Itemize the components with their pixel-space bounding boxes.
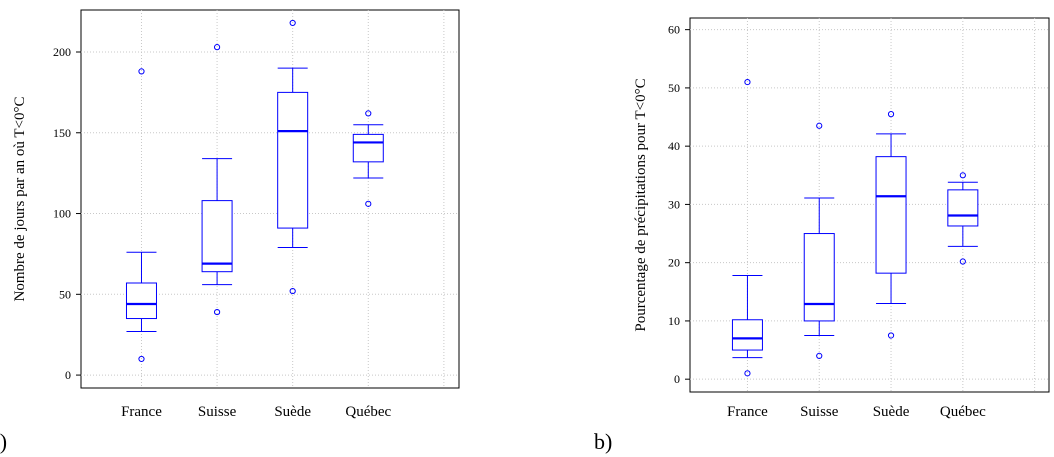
outlier-point (744, 78, 751, 86)
box-suède (875, 111, 907, 339)
panel-b-boxes (731, 78, 979, 377)
y-tick-label: 30 (668, 197, 680, 211)
outlier-point (816, 122, 823, 129)
panel-a-boxes (125, 19, 384, 363)
panel-b-chart: 0 10 20 30 40 50 60 France Suisse Suède Québec Po… (594, 17, 1050, 454)
panel-b-category-labels: France Suisse Suède Québec (727, 404, 986, 420)
y-tick-label: 0 (674, 372, 680, 386)
category-label: France (727, 404, 768, 420)
y-tick-label: 150 (53, 126, 71, 140)
outlier-point (887, 111, 895, 118)
y-tick-label: 60 (668, 23, 680, 37)
outlier-point (289, 19, 296, 27)
outlier-point (138, 355, 145, 363)
y-tick-label: 20 (668, 256, 680, 270)
box-france (125, 68, 157, 363)
outlier-point (138, 68, 145, 75)
box-body (125, 282, 157, 320)
category-label: France (121, 404, 162, 420)
category-label: Suisse (800, 404, 839, 420)
box-suisse (201, 44, 233, 316)
box-suède (277, 19, 309, 295)
box-france (731, 78, 763, 377)
outlier-point (365, 110, 372, 117)
box-body (731, 319, 763, 351)
panel-b-letter: b) (594, 429, 612, 454)
panel-a-chart: 0 50 100 150 200 France Suisse Suède Québec Nom… (0, 9, 460, 454)
panel-a-y-ticks: 0 50 100 150 200 (53, 45, 81, 382)
category-label: Suisse (198, 404, 237, 420)
outlier-point (289, 287, 296, 295)
panel-b-y-axis-title: Pourcentage de précipitations pour T<0°C (633, 78, 649, 331)
box-suisse (803, 122, 835, 359)
panel-a-y-axis-title: Nombre de jours par an où T<0°C (12, 97, 28, 302)
outlier-point (744, 370, 751, 377)
y-tick-label: 10 (668, 314, 680, 328)
outlier-point (213, 308, 221, 316)
y-tick-label: 100 (53, 207, 71, 221)
y-tick-label: 40 (668, 139, 680, 153)
panel-b-y-ticks: 0 10 20 30 40 50 60 (668, 23, 690, 386)
box-body (352, 133, 384, 163)
category-label: Suède (274, 404, 311, 420)
category-label: Suède (873, 404, 910, 420)
category-label: Québec (345, 404, 391, 420)
panel-a-letter: a) (0, 429, 7, 454)
panel-a-plot-area (80, 9, 460, 389)
outlier-point (365, 200, 372, 207)
box-body (201, 200, 233, 273)
box-québec (947, 172, 979, 265)
outlier-point (887, 332, 895, 339)
panel-b-plot-area (689, 17, 1050, 393)
box-body (947, 189, 979, 227)
panel-a-category-labels: France Suisse Suède Québec (121, 404, 391, 420)
box-body (875, 156, 907, 274)
y-tick-label: 200 (53, 45, 71, 59)
y-tick-label: 50 (59, 287, 71, 301)
y-tick-label: 50 (668, 81, 680, 95)
box-québec (352, 110, 384, 207)
box-body (803, 233, 835, 322)
outlier-point (816, 352, 823, 359)
outlier-point (959, 172, 966, 179)
outlier-point (213, 44, 221, 51)
box-body (277, 91, 309, 229)
category-label: Québec (940, 404, 986, 420)
y-tick-label: 0 (65, 368, 71, 382)
outlier-point (959, 258, 966, 265)
